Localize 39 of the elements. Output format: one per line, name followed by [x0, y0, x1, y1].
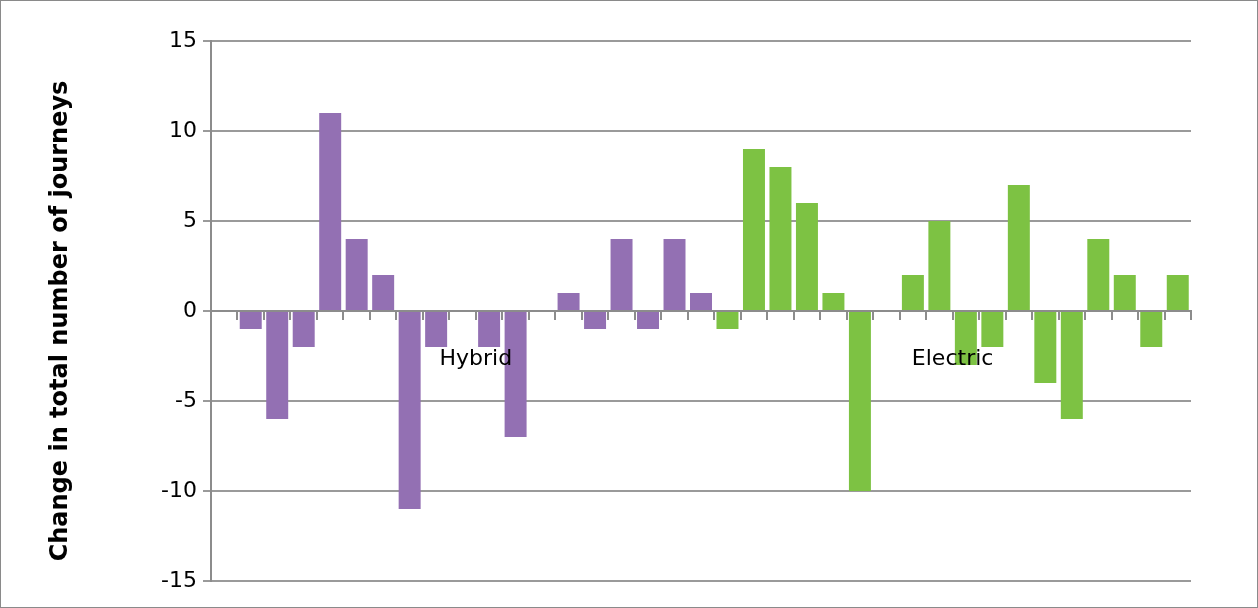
bar: [292, 312, 315, 347]
bar: [1007, 185, 1030, 310]
bar: [584, 312, 607, 329]
y-tick-label: 0: [183, 296, 197, 322]
bar: [1140, 312, 1163, 347]
bar: [319, 113, 342, 310]
bar: [795, 203, 818, 310]
bar: [1060, 312, 1083, 419]
bar: [239, 312, 262, 329]
bar: [928, 221, 951, 310]
bar: [398, 312, 421, 509]
y-tick-label: -5: [175, 386, 197, 412]
bar: [716, 312, 739, 329]
bar: [425, 312, 448, 347]
y-tick-label: 5: [183, 206, 197, 232]
bar: [1113, 275, 1136, 310]
y-tick-label: 10: [169, 116, 197, 142]
bar: [1166, 275, 1189, 310]
bar: [901, 275, 924, 310]
bar: [478, 312, 501, 347]
bar: [663, 239, 686, 310]
y-tick-label: -10: [161, 476, 197, 502]
bar: [742, 149, 765, 310]
bar: [1034, 312, 1057, 383]
bar: [266, 312, 289, 419]
bar: [848, 312, 871, 491]
bar: [345, 239, 368, 310]
bar: [822, 293, 845, 310]
bar: [637, 312, 660, 329]
y-tick-label: 15: [169, 26, 197, 52]
bar: [557, 293, 580, 310]
bar: [690, 293, 712, 310]
y-axis-title: Change in total number of journeys: [45, 80, 74, 562]
y-tick-label: -15: [161, 566, 197, 592]
bar: [1087, 239, 1110, 310]
bar: [610, 239, 633, 310]
bar: [769, 167, 792, 310]
bar: [981, 312, 1004, 347]
bar: [372, 275, 395, 310]
